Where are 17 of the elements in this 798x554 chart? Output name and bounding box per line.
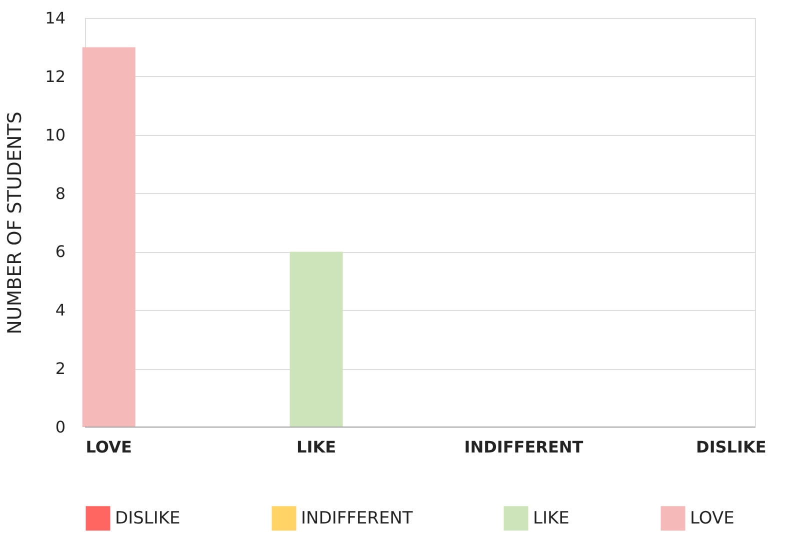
y-tick-label: 12	[45, 66, 66, 86]
y-tick-label: 10	[45, 125, 66, 144]
x-tick-label: DISLIKE	[696, 438, 766, 456]
y-tick-label: 6	[55, 242, 66, 262]
y-tick-label: 14	[45, 8, 66, 28]
y-tick-label: 4	[55, 300, 66, 320]
y-axis-title: NUMBER OF STUDENTS	[4, 112, 26, 334]
legend-label: DISLIKE	[115, 508, 180, 528]
x-tick-label: INDIFFERENT	[464, 438, 584, 456]
y-tick-label: 2	[55, 359, 66, 378]
legend-label: LOVE	[690, 508, 734, 528]
x-tick-label: LOVE	[86, 438, 132, 456]
legend-label: INDIFFERENT	[301, 508, 414, 528]
legend-label: LIKE	[533, 508, 570, 528]
x-tick-label: LIKE	[296, 438, 336, 456]
y-tick-label: 8	[55, 184, 66, 203]
y-tick-label: 0	[55, 418, 66, 436]
